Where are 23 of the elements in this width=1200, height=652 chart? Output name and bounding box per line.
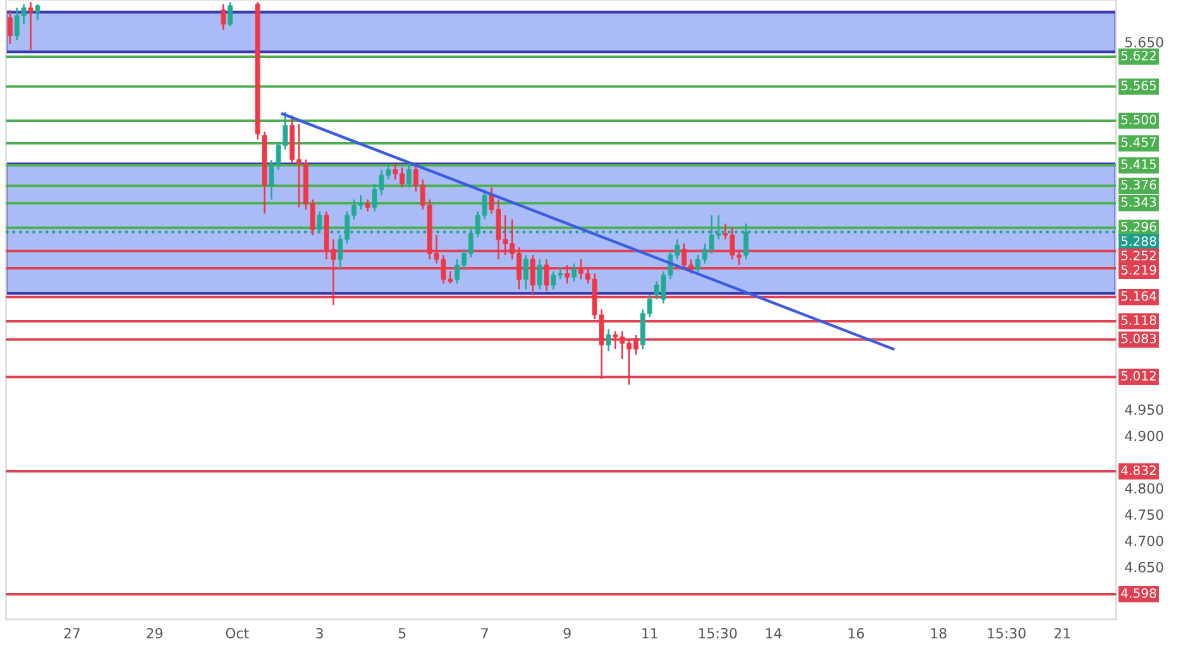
candlestick bbox=[502, 214, 508, 256]
candlestick bbox=[544, 258, 550, 293]
candlestick bbox=[578, 258, 584, 281]
candlestick bbox=[605, 328, 611, 353]
candlestick bbox=[440, 254, 446, 285]
candlestick bbox=[399, 166, 405, 189]
candlestick bbox=[358, 194, 364, 211]
candlestick bbox=[296, 123, 302, 209]
candlestick bbox=[523, 254, 529, 291]
candlestick bbox=[729, 226, 735, 261]
candlestick bbox=[681, 242, 687, 271]
candlestick bbox=[743, 222, 749, 261]
candlestick bbox=[537, 258, 543, 291]
candlestick bbox=[564, 264, 570, 285]
candlestick bbox=[702, 242, 708, 265]
candlestick bbox=[324, 210, 329, 261]
candlestick bbox=[406, 164, 412, 189]
candlestick bbox=[626, 338, 632, 386]
candlestick bbox=[317, 210, 323, 235]
candlestick bbox=[495, 198, 501, 261]
candlestick bbox=[372, 182, 378, 213]
candlestick bbox=[557, 266, 563, 281]
candlestick bbox=[530, 254, 536, 296]
